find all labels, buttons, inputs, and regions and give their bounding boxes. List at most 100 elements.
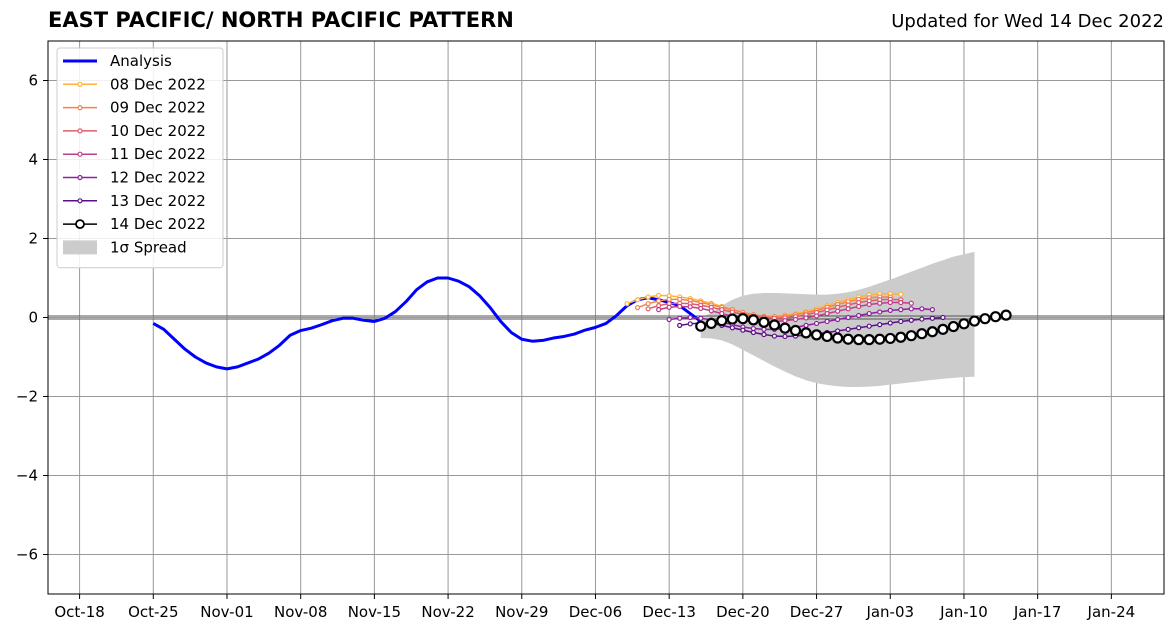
y-tick-label: −2: [16, 388, 38, 406]
forecast-point: [877, 309, 883, 315]
legend-item: 12 Dec 2022: [63, 169, 206, 187]
forecast-point: [866, 310, 872, 317]
forecast-point: [729, 309, 735, 315]
forecast-point: [898, 318, 904, 325]
legend-item: 11 Dec 2022: [63, 145, 206, 163]
forecast-point: [877, 322, 883, 328]
legend-label: 09 Dec 2022: [110, 99, 206, 117]
forecast-point: [856, 312, 862, 319]
legend-item: 1σ Spread: [63, 238, 187, 256]
x-tick-label: Dec-20: [716, 603, 770, 621]
current-forecast-point: [926, 326, 938, 338]
forecast-point: [835, 328, 841, 334]
current-forecast-point: [853, 334, 865, 346]
series-analysis: [152, 276, 702, 371]
forecast-point: [750, 329, 756, 336]
forecast-point: [835, 308, 841, 314]
legend-marker: [77, 198, 83, 204]
forecast-point: [792, 316, 799, 323]
forecast-point: [898, 307, 904, 313]
x-tick-label: Oct-18: [54, 603, 104, 621]
legend-item: 14 Dec 2022: [63, 215, 206, 233]
legend-marker: [77, 174, 83, 181]
legend-marker: [77, 151, 83, 157]
y-tick-label: 6: [28, 72, 38, 90]
forecast-point: [866, 323, 872, 329]
x-tick-label: Oct-25: [128, 603, 178, 621]
forecast-point: [845, 326, 851, 332]
current-forecast-point: [800, 327, 812, 339]
current-forecast-point: [979, 313, 991, 325]
forecast-point: [708, 308, 714, 314]
forecast-point: [729, 325, 735, 331]
legend: Analysis 08 Dec 2022 09 Dec 2022 10 Dec 202…: [56, 47, 224, 269]
legend-box: [56, 47, 224, 269]
forecast-point: [887, 320, 893, 326]
forecast-point: [656, 292, 662, 298]
forecast-point: [666, 296, 672, 302]
forecast-point: [656, 307, 662, 313]
forecast-point: [919, 316, 925, 322]
x-tick-label: Jan-03: [865, 603, 914, 621]
forecast-point: [929, 315, 935, 321]
forecast-point: [813, 320, 820, 327]
forecast-point: [856, 325, 862, 331]
grid-lines: [48, 41, 1164, 594]
current-forecast-point: [884, 332, 896, 345]
legend-label: 13 Dec 2022: [110, 192, 206, 210]
forecast-point: [824, 318, 830, 325]
forecast-point: [866, 301, 872, 308]
legend-label: 14 Dec 2022: [110, 215, 206, 233]
legend-swatch: [63, 240, 97, 255]
series-11-dec-2022: [656, 299, 914, 325]
legend-item: Analysis: [63, 52, 172, 70]
legend-marker: [77, 81, 83, 87]
forecast-point: [803, 315, 809, 321]
forecast-point: [687, 314, 693, 321]
x-tick-label: Nov-01: [200, 603, 253, 621]
legend-label: 12 Dec 2022: [110, 169, 206, 187]
current-forecast-point: [789, 324, 802, 337]
current-forecast-point: [863, 334, 875, 346]
current-forecast-point: [737, 313, 749, 325]
x-tick-label: Dec-13: [642, 603, 696, 621]
forecast-point: [856, 303, 862, 310]
x-tick-label: Jan-24: [1087, 603, 1136, 621]
forecast-point: [803, 322, 809, 328]
forecast-point: [656, 298, 662, 304]
current-forecast-point: [726, 313, 738, 325]
forecast-point: [624, 301, 630, 307]
current-forecast-point: [916, 328, 928, 340]
current-forecast-point: [1000, 309, 1012, 321]
current-forecast-point: [842, 333, 854, 345]
current-forecast-point: [758, 316, 770, 328]
legend-item: 13 Dec 2022: [63, 192, 206, 210]
forecast-point: [877, 300, 883, 306]
x-tick-label: Nov-22: [421, 603, 474, 621]
current-forecast-point: [947, 320, 960, 333]
legend-item: 08 Dec 2022: [63, 75, 206, 93]
forecast-point: [813, 313, 820, 319]
x-tick-label: Jan-10: [939, 603, 988, 621]
forecast-point: [908, 300, 914, 306]
forecast-point: [835, 316, 841, 323]
current-forecast-point: [832, 332, 844, 344]
legend-label: 08 Dec 2022: [110, 75, 206, 93]
current-forecast-point: [716, 315, 728, 327]
forecast-point: [761, 326, 767, 332]
forecast-point: [698, 305, 704, 312]
forecast-point: [761, 331, 767, 338]
current-forecast-point: [968, 315, 981, 327]
x-tick-label: Nov-08: [274, 603, 327, 621]
forecast-point: [782, 333, 788, 340]
forecast-point: [677, 315, 683, 321]
series-14-dec-2022: [695, 309, 1012, 346]
forecast-point: [666, 304, 672, 310]
series-layer: [152, 276, 1012, 371]
y-tick-label: −6: [16, 546, 38, 564]
forecast-point: [645, 294, 651, 300]
forecast-point: [719, 310, 725, 317]
series-12-dec-2022: [666, 306, 935, 332]
x-tick-label: Jan-17: [1013, 603, 1062, 621]
current-forecast-point: [874, 333, 886, 345]
